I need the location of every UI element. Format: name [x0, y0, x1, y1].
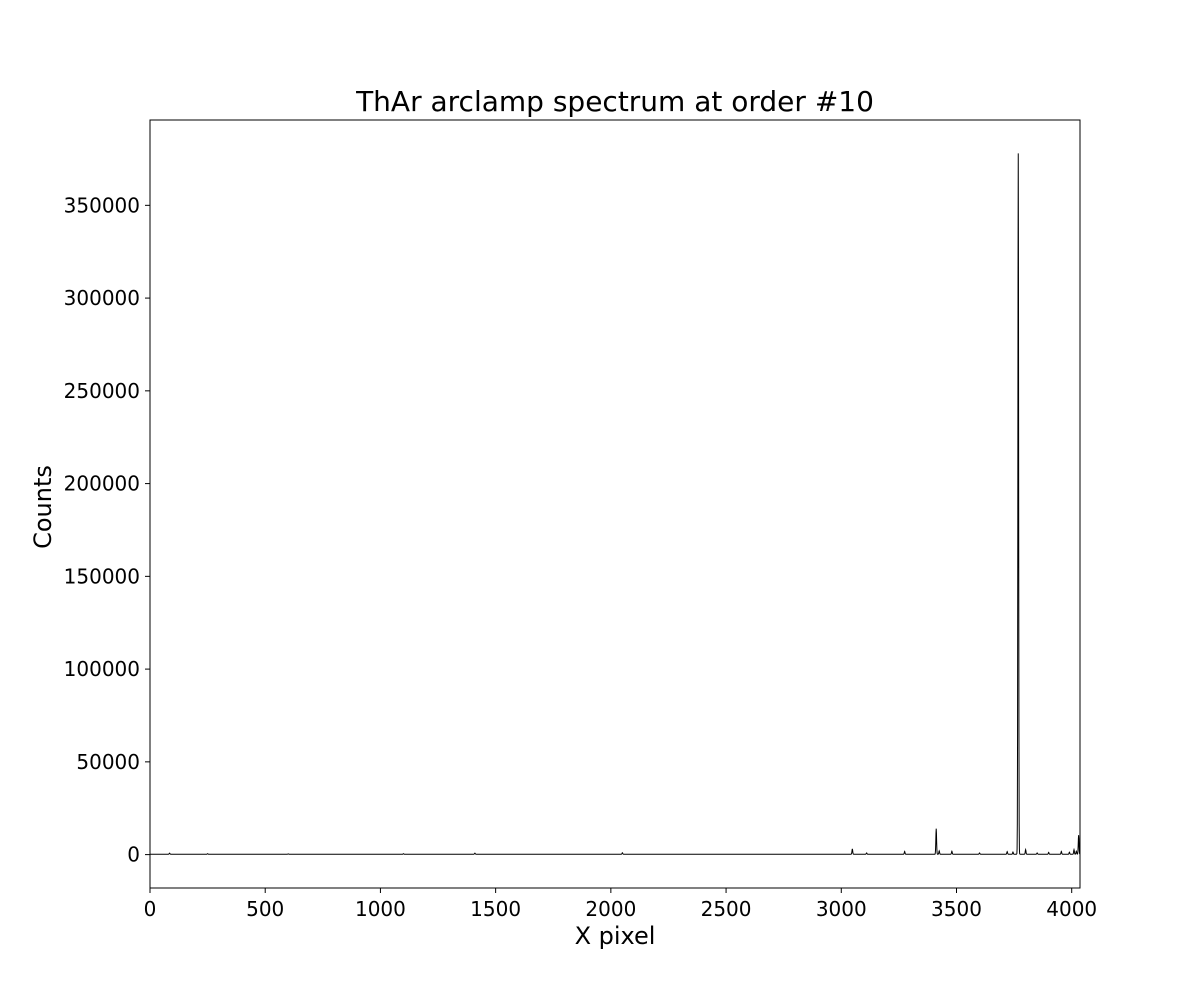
x-tick-label: 1000	[355, 897, 406, 921]
y-tick-label: 0	[127, 843, 140, 867]
x-tick-label: 1500	[470, 897, 521, 921]
x-tick-label: 2000	[585, 897, 636, 921]
y-tick-label: 50000	[76, 750, 140, 774]
y-tick-label: 300000	[64, 286, 140, 310]
x-tick-label: 500	[246, 897, 284, 921]
chart-title: ThAr arclamp spectrum at order #10	[355, 85, 874, 118]
x-tick-label: 2500	[701, 897, 752, 921]
y-tick-label: 100000	[64, 657, 140, 681]
x-axis-label: X pixel	[575, 922, 656, 950]
spectrum-line	[150, 153, 1081, 855]
y-tick-label: 350000	[64, 193, 140, 217]
y-tick-label: 250000	[64, 379, 140, 403]
x-tick-label: 0	[144, 897, 157, 921]
y-ticks: 0 50000 100000 150000 200000 250000 300000 3500…	[64, 193, 150, 867]
x-tick-label: 4000	[1046, 897, 1097, 921]
x-ticks: 0 500 1000 1500 2000 2500 3000 3500 4000	[144, 888, 1097, 921]
x-tick-label: 3000	[816, 897, 867, 921]
x-tick-label: 3500	[931, 897, 982, 921]
plot-frame	[149, 119, 1081, 889]
y-tick-label: 200000	[64, 472, 140, 496]
y-axis-label: Counts	[29, 465, 57, 549]
y-tick-label: 150000	[64, 564, 140, 588]
spectrum-group	[150, 153, 1081, 855]
